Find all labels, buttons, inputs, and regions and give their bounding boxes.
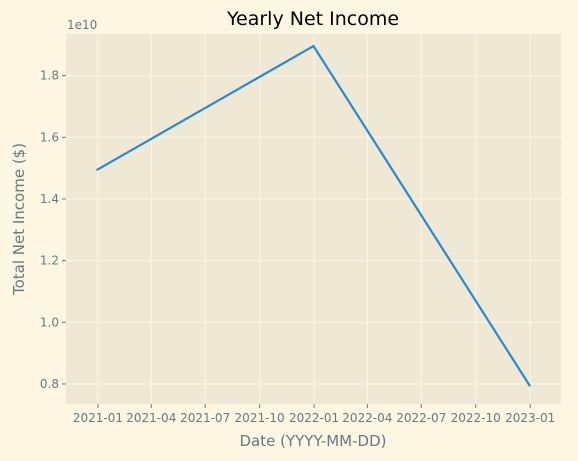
x-tick-label: 2021-01 (73, 411, 123, 425)
y-axis-ticks: 0.8 1.0 1.2 1.4 1.6 1.8 (40, 69, 66, 391)
x-tick-label: 2022-04 (342, 411, 392, 425)
y-tick-label: 1.0 (40, 315, 59, 329)
y-tick-label: 1.4 (40, 192, 59, 206)
x-axis-label: Date (YYYY-MM-DD) (239, 432, 386, 450)
data-point (528, 384, 531, 387)
series-group (96, 44, 531, 387)
y-offset-label: 1e10 (67, 18, 97, 32)
chart-title: Yearly Net Income (226, 8, 399, 30)
x-tick-label: 2022-01 (289, 411, 339, 425)
x-tick-label: 2022-10 (451, 411, 501, 425)
plot-area (66, 34, 561, 404)
x-tick-label: 2022-07 (396, 411, 446, 425)
data-point (312, 44, 315, 48)
data-point (96, 168, 99, 171)
x-tick-label: 2021-10 (235, 411, 285, 425)
grid-lines (66, 34, 561, 404)
y-axis-label: Total Net Income ($) (10, 143, 28, 296)
x-axis-ticks: 2021-01 2021-04 2021-07 2021-10 2022-01 2022-… (73, 404, 555, 425)
y-tick-label: 1.6 (40, 130, 59, 144)
y-tick-label: 0.8 (40, 377, 59, 391)
x-tick-label: 2021-04 (126, 411, 176, 425)
x-tick-label: 2023-01 (505, 411, 555, 425)
y-tick-label: 1.8 (40, 69, 59, 83)
x-tick-label: 2021-07 (180, 411, 230, 425)
y-tick-label: 1.2 (40, 254, 59, 268)
